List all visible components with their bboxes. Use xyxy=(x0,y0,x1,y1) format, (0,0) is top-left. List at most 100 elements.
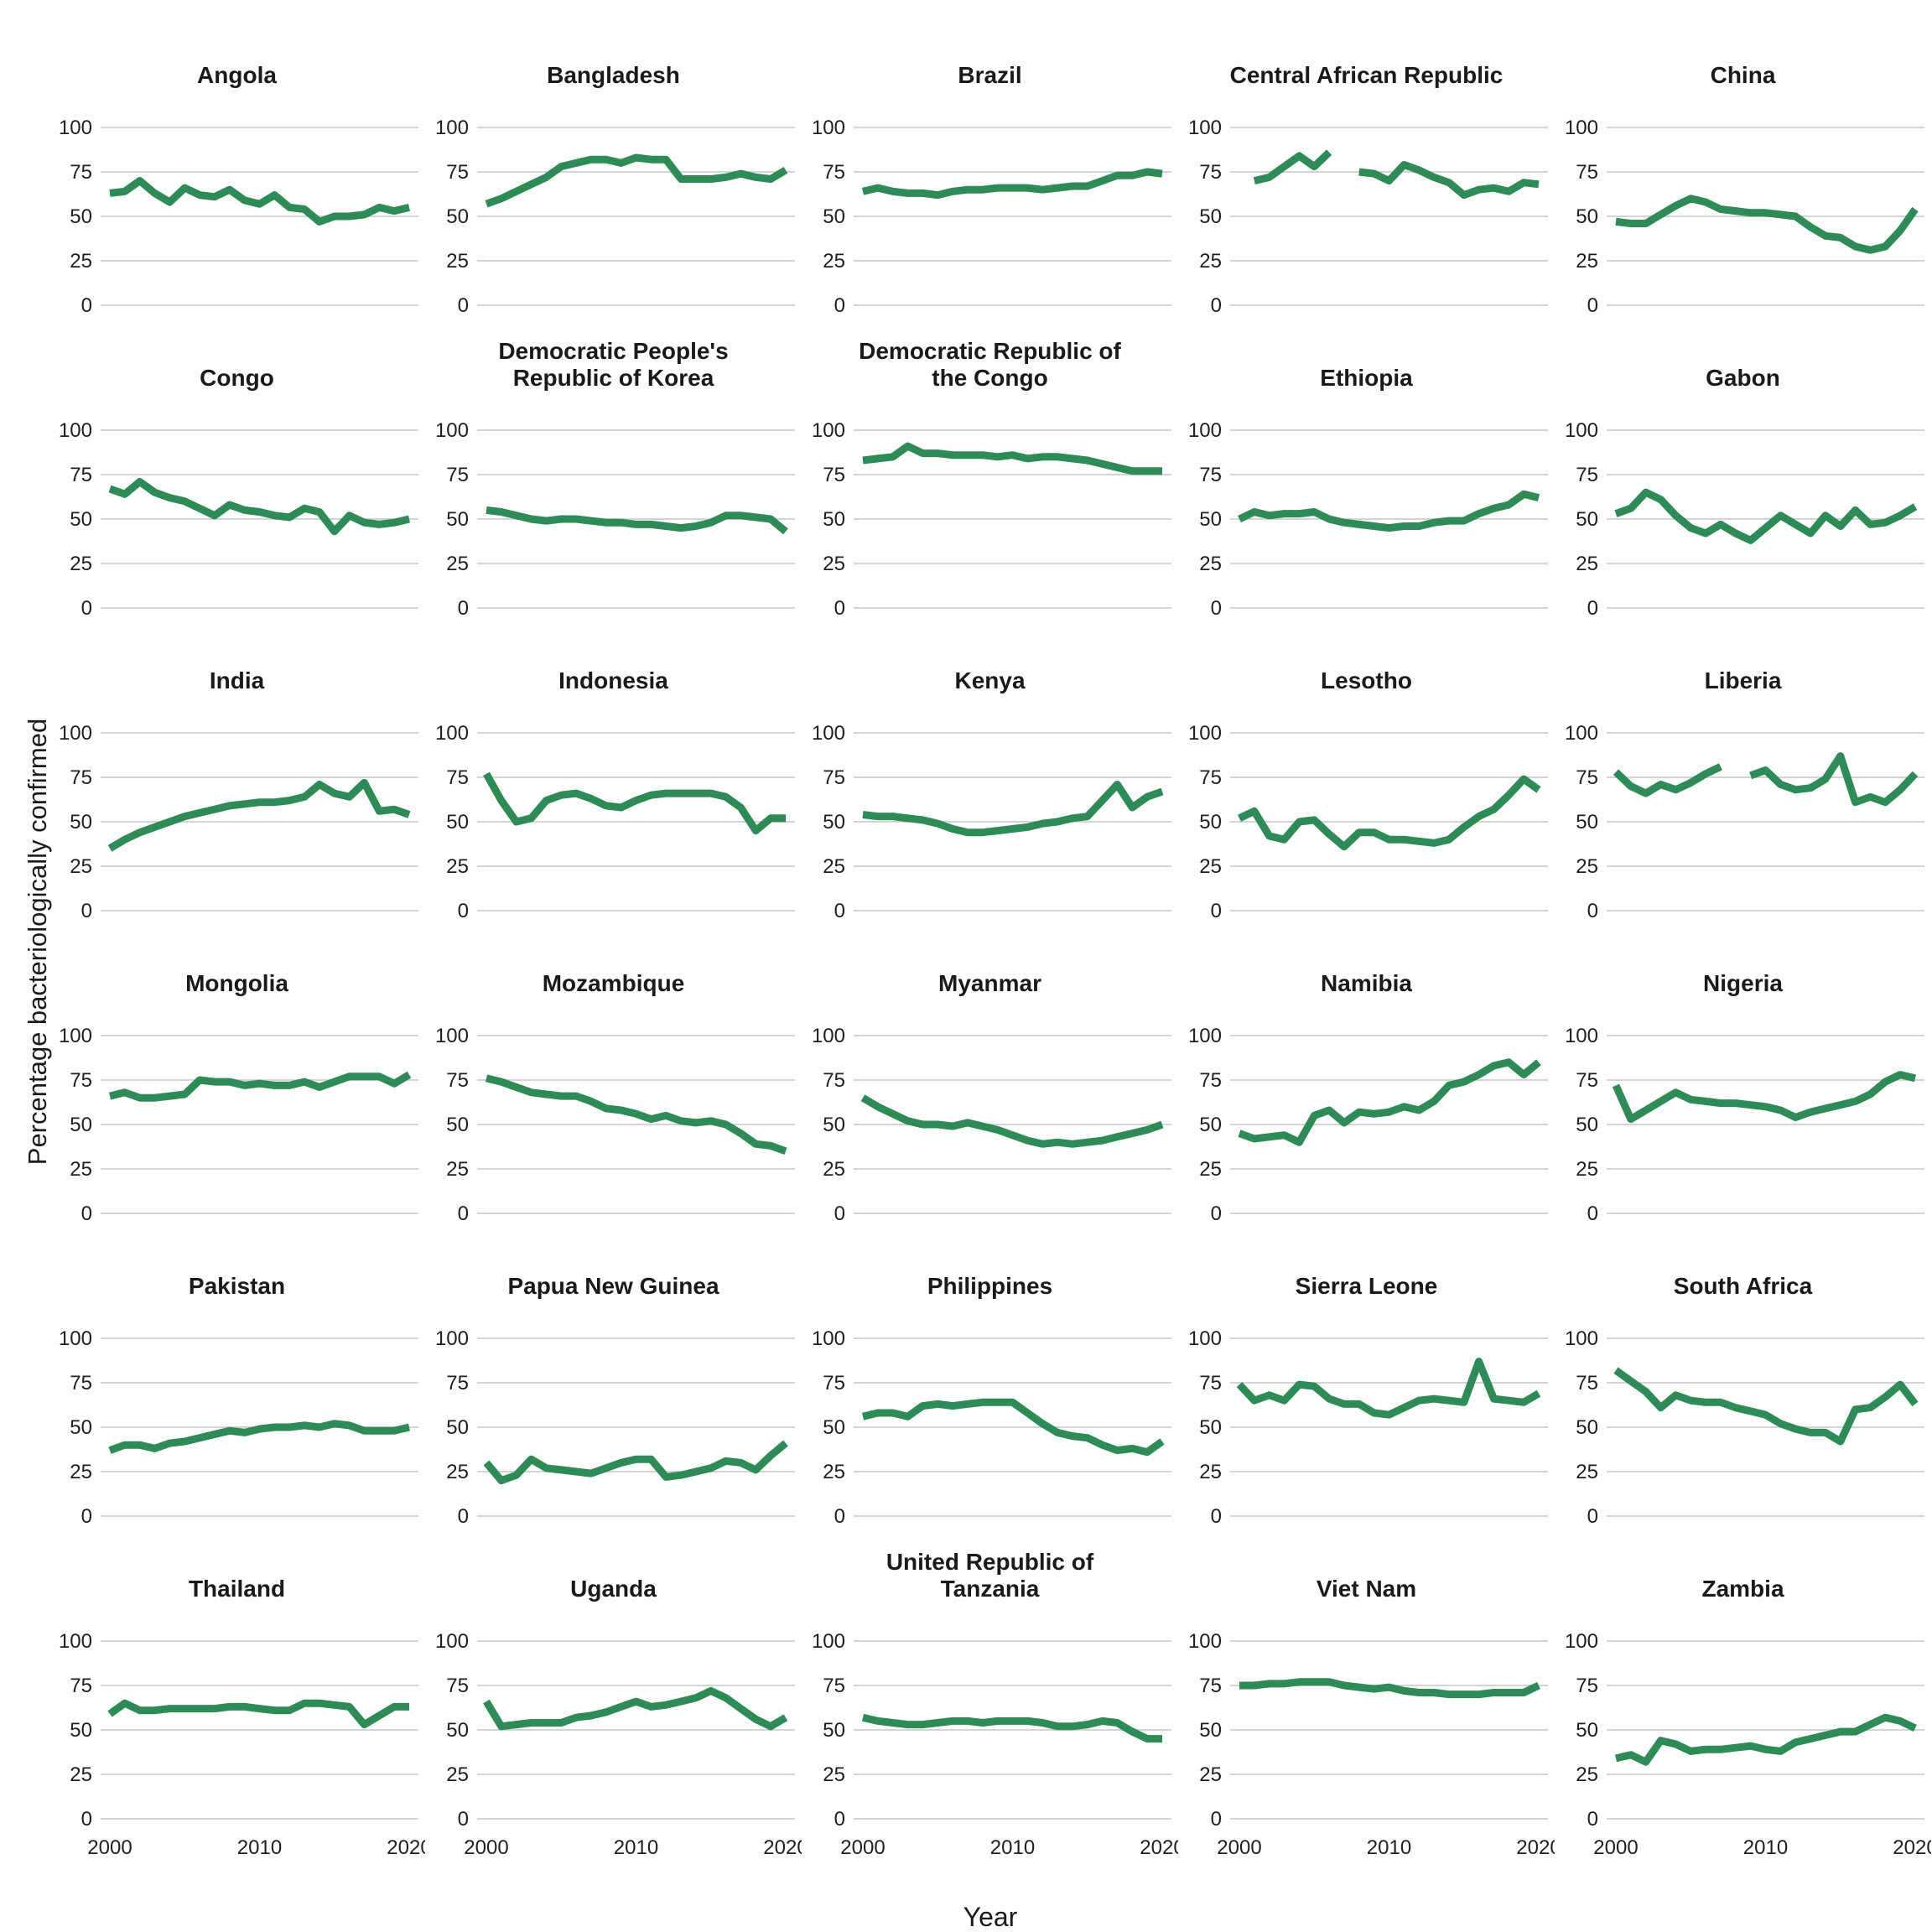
trend-line xyxy=(1238,1058,1541,1146)
y-tick-label: 25 xyxy=(1576,855,1598,878)
y-tick-label: 25 xyxy=(70,1763,92,1786)
gridlines-and-yticks: 0 25 50 75 100 xyxy=(1565,419,1924,620)
gridlines-and-yticks: 0 25 50 75 100 xyxy=(1565,117,1924,317)
y-tick-label: 100 xyxy=(1188,117,1222,139)
y-tick-label: 75 xyxy=(446,161,469,184)
y-tick-label: 0 xyxy=(1587,900,1598,922)
facet-chart: 0 25 50 75 100 xyxy=(1188,1327,1548,1528)
y-tick-label: 50 xyxy=(70,205,92,228)
facet-panel-mongolia: Mongolia 0 25 50 75 100 xyxy=(49,937,425,1239)
y-tick-label: 0 xyxy=(81,1808,92,1831)
facet-chart: 0 25 50 75 100 xyxy=(435,722,795,922)
trend-line-segment xyxy=(108,1071,412,1102)
x-tick-labels: 2000 2010 2020 xyxy=(1593,1836,1932,1859)
y-tick-label: 100 xyxy=(1565,419,1598,442)
facet-panel-indonesia: Indonesia 0 25 50 75 100 xyxy=(425,634,802,937)
facet-title: Nigeria xyxy=(1703,969,1783,996)
y-tick-label: 75 xyxy=(446,1372,469,1394)
gridlines-and-yticks: 0 25 50 75 100 xyxy=(812,419,1171,620)
y-tick-label: 50 xyxy=(823,205,845,228)
y-tick-label: 100 xyxy=(435,1630,469,1653)
y-tick-label: 100 xyxy=(1565,722,1598,745)
y-tick-label: 25 xyxy=(1576,250,1598,273)
y-tick-label: 100 xyxy=(812,1630,845,1653)
trend-line xyxy=(1615,195,1919,254)
x-tick-labels: 2000 2010 2020 xyxy=(464,1836,808,1859)
y-tick-label: 100 xyxy=(1188,1025,1222,1047)
y-tick-label: 25 xyxy=(70,553,92,575)
facet-title: Brazil xyxy=(958,61,1022,88)
facet-title: Lesotho xyxy=(1321,667,1412,693)
y-tick-label: 25 xyxy=(1576,1461,1598,1483)
facet-chart: 0 25 50 75 100 xyxy=(812,722,1171,922)
facet-panel-papua-new-guinea: Papua New Guinea 0 25 50 75 100 xyxy=(425,1239,802,1542)
y-tick-label: 0 xyxy=(81,294,92,317)
facet-chart: 0 25 50 75 100 xyxy=(812,1327,1171,1528)
x-tick-label: 2010 xyxy=(237,1836,282,1859)
facet-title: Myanmar xyxy=(938,969,1041,996)
facet-chart: 0 25 50 75 100 xyxy=(1188,419,1548,620)
trend-line-segment xyxy=(107,1699,409,1729)
y-tick-label: 0 xyxy=(1587,597,1598,620)
facet-title: Pakistan xyxy=(188,1272,286,1299)
x-tick-labels: 2000 2010 2020 xyxy=(1217,1836,1561,1859)
y-tick-label: 0 xyxy=(1211,1505,1222,1528)
y-tick-label: 75 xyxy=(1199,1675,1222,1697)
y-tick-label: 100 xyxy=(1188,1630,1222,1653)
facet-title: Ethiopia xyxy=(1320,364,1413,391)
facet-panel-lesotho: Lesotho 0 25 50 75 100 xyxy=(1178,634,1555,937)
trend-line xyxy=(485,1074,787,1156)
trend-line-segment xyxy=(1238,775,1541,851)
trend-line-segment xyxy=(1236,1358,1541,1419)
trend-line-segment xyxy=(483,1686,788,1731)
facet-chart: 0 25 50 75 100 2000 2010 2020 xyxy=(1188,1630,1561,1859)
y-tick-label: 75 xyxy=(446,1675,469,1697)
gridlines-and-yticks: 0 25 50 75 100 xyxy=(59,722,418,922)
trend-line xyxy=(1613,1367,1919,1446)
facet-panel-viet-nam: Viet Nam 0 25 50 75 100 2000 2010 2020 xyxy=(1178,1542,1561,1880)
trend-line-segment xyxy=(1358,161,1540,200)
facet-chart: 0 25 50 75 100 xyxy=(59,117,418,317)
y-tick-label: 100 xyxy=(59,419,92,442)
gridlines-and-yticks: 0 25 50 75 100 xyxy=(1188,1630,1548,1831)
facet-panel-india: India 0 25 50 75 100 xyxy=(49,634,425,937)
y-tick-label: 0 xyxy=(834,1505,845,1528)
trend-line xyxy=(1253,149,1540,200)
y-tick-label: 100 xyxy=(59,722,92,745)
facet-chart: 0 25 50 75 100 2000 2010 2020 xyxy=(435,1630,808,1859)
y-tick-label: 0 xyxy=(834,597,845,620)
trend-line xyxy=(483,771,786,835)
gridlines-and-yticks: 0 25 50 75 100 xyxy=(435,1025,795,1225)
gridlines-and-yticks: 0 25 50 75 100 xyxy=(1565,1327,1924,1528)
y-tick-label: 75 xyxy=(70,464,92,486)
y-tick-label: 25 xyxy=(70,855,92,878)
y-tick-label: 50 xyxy=(1199,1114,1222,1136)
y-tick-label: 75 xyxy=(70,766,92,789)
y-tick-label: 75 xyxy=(823,1069,845,1092)
y-tick-label: 50 xyxy=(823,1416,845,1439)
y-tick-label: 25 xyxy=(823,250,845,273)
y-tick-label: 25 xyxy=(70,1461,92,1483)
y-tick-label: 0 xyxy=(458,900,469,922)
y-tick-label: 25 xyxy=(70,250,92,273)
y-tick-label: 50 xyxy=(70,508,92,531)
facet-title: Namibia xyxy=(1321,969,1412,996)
trend-line-segment xyxy=(1614,1713,1917,1766)
y-tick-label: 75 xyxy=(70,1372,92,1394)
y-tick-label: 75 xyxy=(823,161,845,184)
x-tick-labels: 2000 2010 2020 xyxy=(87,1836,431,1859)
gridlines-and-yticks: 0 25 50 75 100 xyxy=(812,117,1171,317)
trend-line xyxy=(860,1094,1164,1148)
facet-panel-myanmar: Myanmar 0 25 50 75 100 xyxy=(802,937,1178,1239)
trend-line-segment xyxy=(862,781,1164,837)
trend-line xyxy=(108,1420,411,1454)
y-tick-label: 0 xyxy=(1587,1202,1598,1225)
y-tick-label: 0 xyxy=(81,597,92,620)
gridlines-and-yticks: 0 25 50 75 100 xyxy=(435,722,795,922)
y-tick-label: 0 xyxy=(1587,1808,1598,1831)
facet-title: India xyxy=(209,667,265,693)
y-tick-label: 75 xyxy=(1576,766,1598,789)
y-tick-label: 50 xyxy=(1576,205,1598,228)
trend-line-segment xyxy=(483,771,786,835)
facet-panel-sierra-leone: Sierra Leone 0 25 50 75 100 xyxy=(1178,1239,1555,1542)
